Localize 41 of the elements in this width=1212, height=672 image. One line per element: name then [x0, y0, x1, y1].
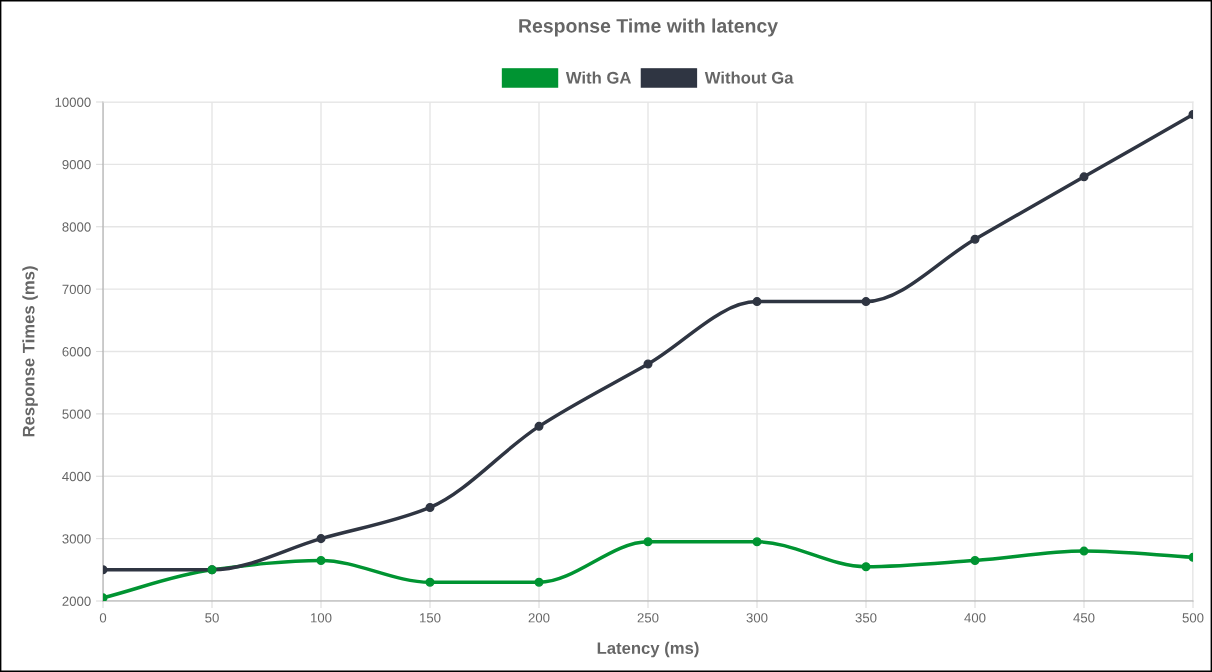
x-tick-label: 300 [746, 613, 768, 623]
point [970, 234, 980, 244]
point [643, 359, 653, 369]
y-tick-label: 10000 [55, 97, 91, 107]
point [425, 577, 435, 587]
y-tick-label: 2000 [62, 596, 91, 606]
legend-label: With GA [565, 71, 631, 84]
x-tick-label: 0 [99, 613, 107, 623]
x-tick-label: 250 [637, 613, 659, 623]
point [752, 297, 762, 307]
y-tick-label: 5000 [62, 409, 91, 419]
y-tick-label: 7000 [62, 284, 91, 295]
y-tick-label: 9000 [62, 159, 91, 170]
x-tick-label: 450 [1073, 613, 1095, 623]
point [534, 421, 544, 431]
y-tick-label: 6000 [62, 347, 91, 357]
chart-title: Response Time with latency [519, 18, 778, 37]
y-tick-label: 4000 [62, 471, 91, 482]
x-tick-label: 400 [964, 613, 986, 623]
point [1079, 172, 1089, 182]
x-tick-label: 150 [420, 613, 441, 623]
x-tick-label: 100 [311, 613, 332, 623]
point [861, 297, 871, 307]
point [534, 577, 544, 587]
point [316, 555, 326, 565]
x-tick-label: 500 [1182, 613, 1204, 623]
point [970, 555, 980, 565]
y-axis-title: Response Times (ms) [22, 266, 38, 437]
point [425, 502, 435, 512]
x-tick-label: 200 [528, 613, 550, 623]
point [316, 534, 326, 544]
x-tick-label: 350 [855, 613, 877, 623]
y-tick-label: 8000 [62, 222, 91, 232]
x-tick-label: 50 [205, 613, 219, 623]
x-axis-title: Latency (ms) [597, 641, 699, 658]
point [1079, 546, 1089, 556]
point [752, 537, 762, 547]
point [643, 537, 653, 547]
point [861, 562, 871, 572]
legend-label: Without Ga [704, 71, 794, 84]
y-tick-label: 3000 [62, 534, 91, 544]
